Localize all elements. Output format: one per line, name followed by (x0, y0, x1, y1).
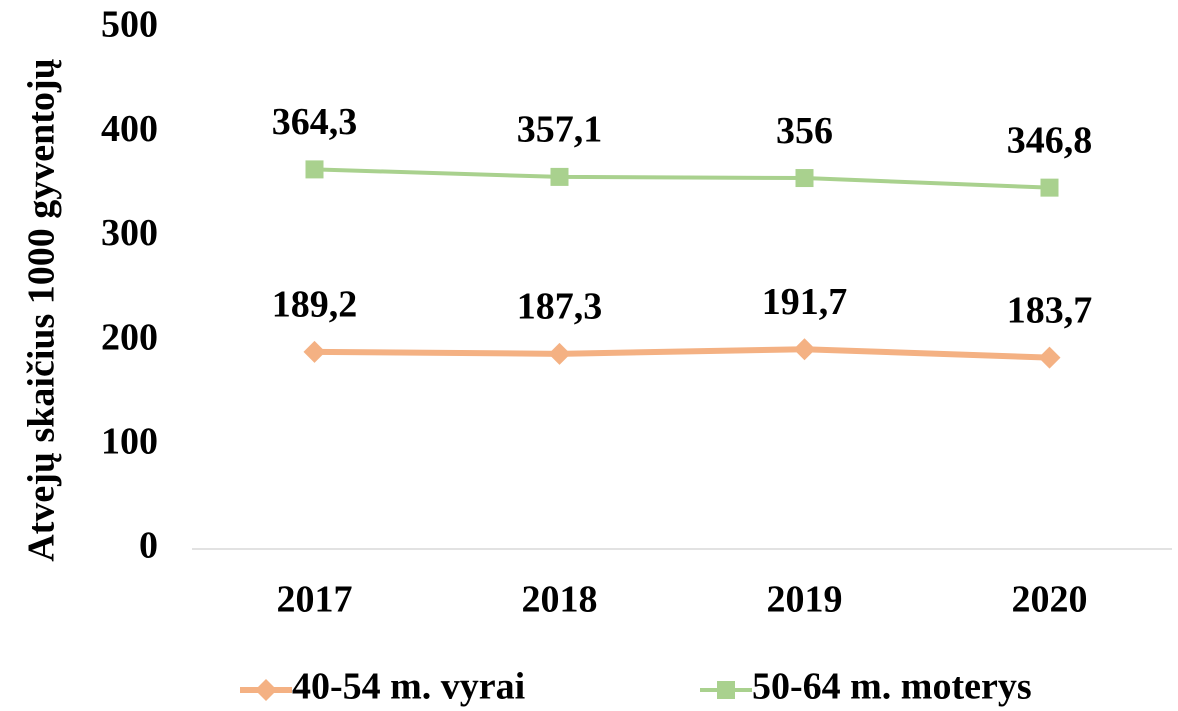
point-marker (303, 340, 326, 363)
point-marker (305, 160, 324, 179)
legend-marker (717, 681, 735, 699)
data-label: 189,2 (272, 284, 358, 326)
y-tick-label: 0 (139, 525, 158, 567)
point-marker (550, 167, 569, 186)
data-label: 346,8 (1007, 119, 1093, 161)
series-line (314, 346, 1050, 361)
point-marker (548, 342, 571, 365)
point-marker (793, 338, 816, 361)
legend-marker (255, 679, 277, 701)
data-label: 187,3 (517, 286, 603, 328)
legend-label: 50-64 m. moterys (752, 666, 1032, 708)
x-tick-label: 2020 (1012, 579, 1088, 621)
data-label: 183,7 (1007, 289, 1093, 331)
data-label: 191,7 (762, 281, 848, 323)
y-tick-label: 100 (101, 421, 158, 463)
y-tick-label: 300 (101, 212, 158, 254)
legend-label: 40-54 m. vyrai (292, 666, 525, 708)
y-tick-label: 400 (101, 108, 158, 150)
point-marker (795, 169, 814, 188)
y-tick-label: 500 (101, 4, 158, 46)
data-label: 357,1 (517, 109, 603, 151)
data-label: 356 (776, 110, 833, 152)
data-label: 364,3 (272, 101, 358, 143)
point-marker (1038, 346, 1061, 369)
point-marker (1040, 178, 1059, 197)
y-tick-label: 200 (101, 316, 158, 358)
y-axis-title: Atvejų skaičius 1000 gyventojų (21, 58, 63, 562)
series-line (314, 167, 1050, 190)
x-tick-label: 2017 (277, 579, 353, 621)
x-tick-label: 2018 (522, 579, 598, 621)
x-tick-label: 2019 (767, 579, 843, 621)
